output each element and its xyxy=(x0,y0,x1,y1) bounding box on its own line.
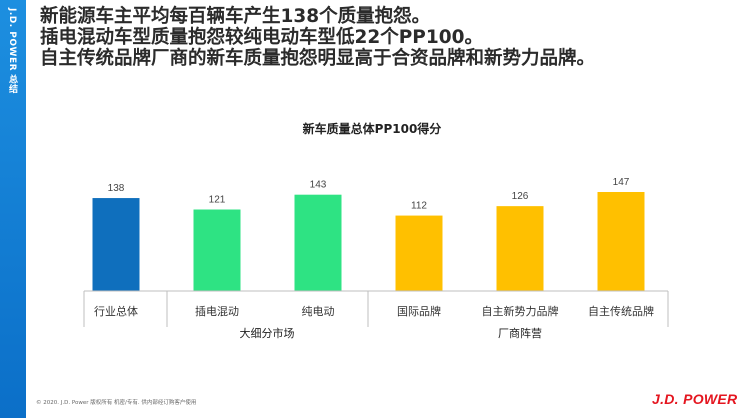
data-label-5: 126 xyxy=(512,191,529,202)
bar-3 xyxy=(294,194,342,291)
group-label-1: 大细分市场 xyxy=(240,326,295,340)
bar-1 xyxy=(92,198,140,291)
category-label-1: 行业总体 xyxy=(94,304,138,318)
category-label-3: 纯电动 xyxy=(302,305,335,318)
jd-power-logo: J.D. POWER xyxy=(652,391,738,407)
headline-line-1: 新能源车主平均每百辆车产生138个质量抱怨。 xyxy=(40,6,431,27)
bar-4 xyxy=(395,215,443,291)
category-label-4: 国际品牌 xyxy=(397,304,441,318)
headline: 新能源车主平均每百辆车产生138个质量抱怨。 插电混动车型质量抱怨较纯电动车型低… xyxy=(40,6,730,69)
data-label-4: 112 xyxy=(411,201,427,212)
category-label-6: 自主传统品牌 xyxy=(588,304,654,318)
headline-line-2: 插电混动车型质量抱怨较纯电动车型低22个PP100。 xyxy=(40,27,483,48)
group-label-2: 厂商阵营 xyxy=(498,326,542,340)
data-label-1: 138 xyxy=(108,183,125,194)
sidebar-strip: J.D. POWER 总结 xyxy=(0,0,26,418)
data-label-3: 143 xyxy=(310,180,327,191)
sidebar-label: J.D. POWER 总结 xyxy=(7,8,17,94)
bar-2 xyxy=(193,209,241,291)
category-label-2: 插电混动 xyxy=(195,304,239,318)
bar-6 xyxy=(597,192,645,291)
footer-copyright: © 2020. J.D. Power 版权所有 机密/专有. 供内部经订购客户使… xyxy=(36,400,197,406)
category-label-5: 自主新势力品牌 xyxy=(482,304,559,318)
headline-line-3: 自主传统品牌厂商的新车质量抱怨明显高于合资品牌和新势力品牌。 xyxy=(40,48,596,69)
chart-title: 新车质量总体PP100得分 xyxy=(302,122,442,136)
bar-5 xyxy=(496,206,544,291)
data-label-6: 147 xyxy=(613,177,630,188)
data-label-2: 121 xyxy=(209,195,226,206)
